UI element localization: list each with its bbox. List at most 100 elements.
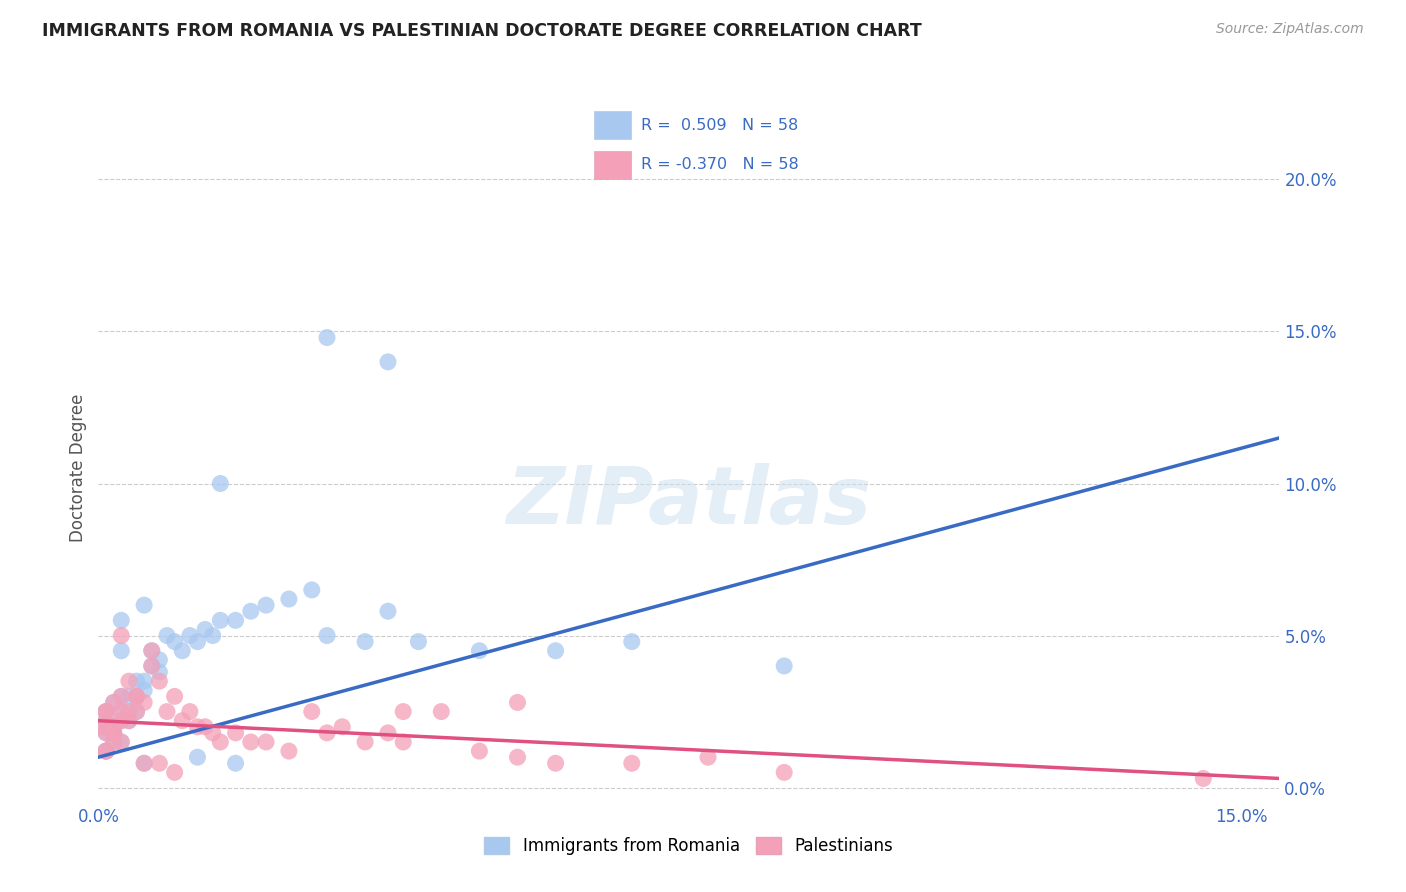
- Point: [254, 735, 277, 749]
- Point: [94, 726, 117, 740]
- Point: [544, 644, 567, 658]
- Point: [110, 690, 132, 704]
- Point: [1192, 772, 1215, 786]
- Point: [544, 756, 567, 771]
- Point: [301, 582, 323, 597]
- Point: [186, 720, 208, 734]
- Text: R =  0.509   N = 58: R = 0.509 N = 58: [641, 118, 799, 133]
- Point: [179, 628, 201, 642]
- Point: [94, 705, 117, 719]
- Point: [141, 659, 163, 673]
- Point: [134, 598, 156, 612]
- Point: [125, 690, 148, 704]
- Point: [141, 644, 163, 658]
- Point: [225, 613, 247, 627]
- Point: [468, 644, 491, 658]
- Point: [209, 613, 232, 627]
- Point: [330, 720, 353, 734]
- Point: [163, 765, 186, 780]
- Point: [354, 735, 377, 749]
- FancyBboxPatch shape: [593, 151, 631, 178]
- Point: [773, 659, 796, 673]
- Point: [118, 714, 141, 728]
- Point: [94, 714, 117, 728]
- Point: [392, 735, 415, 749]
- Point: [506, 750, 529, 764]
- Point: [225, 756, 247, 771]
- Point: [209, 476, 232, 491]
- Legend: Immigrants from Romania, Palestinians: Immigrants from Romania, Palestinians: [478, 830, 900, 862]
- Text: Source: ZipAtlas.com: Source: ZipAtlas.com: [1216, 22, 1364, 37]
- Point: [110, 735, 132, 749]
- Point: [103, 720, 125, 734]
- Point: [118, 690, 141, 704]
- Point: [186, 750, 208, 764]
- Point: [94, 705, 117, 719]
- Text: ZIPatlas: ZIPatlas: [506, 463, 872, 541]
- Point: [239, 604, 262, 618]
- Point: [125, 705, 148, 719]
- Point: [110, 714, 132, 728]
- Point: [94, 744, 117, 758]
- Point: [430, 705, 453, 719]
- Point: [172, 714, 194, 728]
- Point: [172, 644, 194, 658]
- Point: [156, 628, 179, 642]
- Point: [110, 644, 132, 658]
- Point: [506, 696, 529, 710]
- Point: [125, 674, 148, 689]
- Point: [377, 604, 399, 618]
- Point: [201, 726, 224, 740]
- Point: [110, 628, 132, 642]
- Point: [141, 644, 163, 658]
- Point: [110, 613, 132, 627]
- Point: [125, 690, 148, 704]
- Point: [773, 765, 796, 780]
- Point: [148, 674, 170, 689]
- Point: [94, 714, 117, 728]
- Point: [148, 665, 170, 679]
- Point: [239, 735, 262, 749]
- Point: [156, 705, 179, 719]
- Point: [377, 726, 399, 740]
- Point: [392, 705, 415, 719]
- Point: [301, 705, 323, 719]
- Point: [134, 683, 156, 698]
- Point: [316, 330, 339, 344]
- Point: [354, 634, 377, 648]
- Point: [103, 735, 125, 749]
- Point: [103, 726, 125, 740]
- Point: [103, 735, 125, 749]
- Point: [103, 696, 125, 710]
- Point: [118, 705, 141, 719]
- Point: [254, 598, 277, 612]
- Point: [103, 726, 125, 740]
- Point: [194, 720, 217, 734]
- Point: [163, 690, 186, 704]
- Point: [277, 592, 299, 607]
- Point: [103, 720, 125, 734]
- Point: [125, 690, 148, 704]
- Point: [141, 659, 163, 673]
- Point: [94, 726, 117, 740]
- Point: [201, 628, 224, 642]
- Point: [316, 628, 339, 642]
- Point: [110, 714, 132, 728]
- Point: [134, 756, 156, 771]
- Point: [620, 756, 643, 771]
- Point: [148, 653, 170, 667]
- Point: [118, 714, 141, 728]
- Point: [94, 744, 117, 758]
- Point: [94, 705, 117, 719]
- FancyBboxPatch shape: [593, 112, 631, 139]
- Point: [91, 720, 114, 734]
- Point: [186, 634, 208, 648]
- Y-axis label: Doctorate Degree: Doctorate Degree: [69, 394, 87, 542]
- Point: [620, 634, 643, 648]
- Point: [110, 705, 132, 719]
- Point: [94, 744, 117, 758]
- Text: R = -0.370   N = 58: R = -0.370 N = 58: [641, 157, 799, 172]
- Point: [134, 696, 156, 710]
- Point: [91, 720, 114, 734]
- Point: [103, 696, 125, 710]
